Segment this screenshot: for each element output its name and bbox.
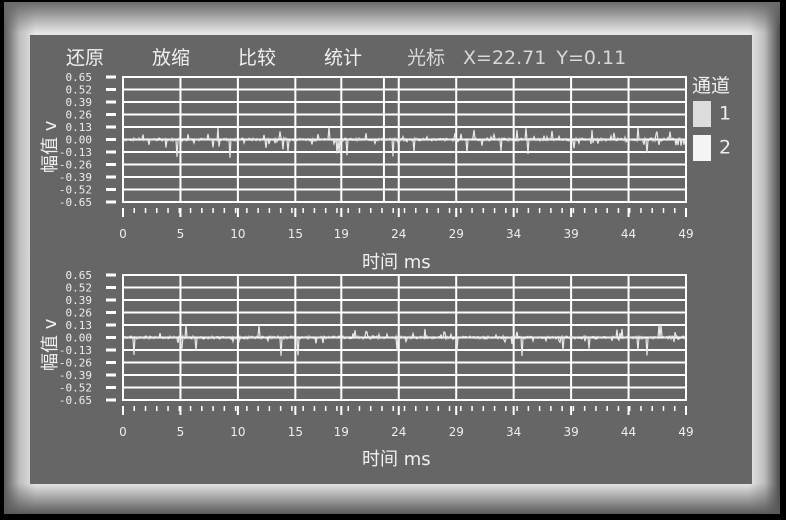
chart2-ytick-label: -0.13 <box>59 344 92 357</box>
chart1-ytick <box>106 150 116 154</box>
chart1-xtick-label: 29 <box>449 227 464 241</box>
channel-1-toggle[interactable]: 1 <box>693 101 731 127</box>
channel-2-label: 2 <box>719 136 732 159</box>
chart2-ytick-label: -0.39 <box>59 369 92 382</box>
chart2-ytick <box>106 323 116 327</box>
chart2-ytick-label: 0.13 <box>66 319 93 332</box>
chart2-ytick-label: -0.65 <box>59 394 92 407</box>
chart1-xtick-label: 15 <box>288 227 303 241</box>
chart1-xtick-label: 0 <box>119 227 127 241</box>
chart1-xtick-label: 24 <box>391 227 406 241</box>
chart1-ytick-label: -0.39 <box>59 171 92 184</box>
chart2-ytick-label: -0.26 <box>59 357 92 370</box>
chart1-xtick-label: 49 <box>678 227 693 241</box>
chart2-xtick-label: 5 <box>177 425 185 439</box>
chart1-ytick-label: 0.26 <box>66 109 93 122</box>
chart1-ytick-label: -0.65 <box>59 196 92 209</box>
chart1-ytick-label: -0.13 <box>59 146 92 159</box>
chart2-xtick-label: 44 <box>621 425 636 439</box>
chart2-ytick <box>106 398 116 402</box>
chart1-xtick-label: 5 <box>177 227 185 241</box>
chart2-ytick <box>106 311 116 314</box>
chart2-xtick-label: 0 <box>119 425 127 439</box>
cursor-x: X=22.71 <box>463 47 547 69</box>
chart2-ytick-label: -0.52 <box>59 382 92 395</box>
chart2-xtick-label: 49 <box>678 425 693 439</box>
compare-button[interactable]: 比较 <box>238 47 277 69</box>
chart1-ytick <box>106 188 116 191</box>
chart2-ytick <box>106 373 116 377</box>
restore-button[interactable]: 还原 <box>66 47 105 69</box>
chart2-ytick <box>106 336 116 339</box>
chart2-plot-border <box>122 274 687 401</box>
chart1-ytick-label: -0.52 <box>59 184 92 197</box>
chart2-ytick-label: 0.52 <box>66 282 93 295</box>
oscilloscope-panel: 还原 放缩 比较 统计 光标 X=22.71 Y=0.11 通道 1 2 幅值 v … <box>30 35 752 484</box>
chart1-trace <box>122 126 687 158</box>
chart1-xtick-label: 19 <box>334 227 349 241</box>
channel-2-toggle[interactable]: 2 <box>693 135 731 161</box>
chart1-ytick <box>106 138 116 141</box>
chart2-xtick-label: 19 <box>334 425 349 439</box>
cursor-readout: 光标 X=22.71 Y=0.11 <box>407 43 636 70</box>
chart2-xtick-label: 34 <box>506 425 521 439</box>
chart1-ytick <box>106 175 116 179</box>
chart1-ytick-label: 0.52 <box>66 84 93 97</box>
cursor-y: Y=0.11 <box>556 47 627 69</box>
chart2-xtick-label: 15 <box>288 425 303 439</box>
chart2-ytick <box>106 298 116 302</box>
chart1-ytick <box>106 75 116 79</box>
chart1-ytick <box>106 113 116 116</box>
channel-legend-title: 通道 <box>692 75 731 97</box>
chart1-ytick <box>106 100 116 104</box>
chart1-ytick <box>106 88 116 91</box>
chart2-trace <box>122 324 687 357</box>
chart2-ytick-label: 0.26 <box>66 307 93 320</box>
chart1-xtick-label: 39 <box>563 227 578 241</box>
chart1-ytick-label: 0.65 <box>66 71 93 84</box>
chart2-xtick-label: 29 <box>449 425 464 439</box>
chart2-xlabel: 时间 ms <box>362 449 431 470</box>
chart1-ytick-label: 0.39 <box>66 96 93 109</box>
channel-1-swatch <box>693 101 711 127</box>
chart1-ytick <box>106 163 116 166</box>
chart1-xtick-label: 44 <box>621 227 636 241</box>
chart2-ytick <box>106 273 116 277</box>
chart2-ytick <box>106 348 116 352</box>
chart2-ytick <box>106 386 116 389</box>
channel-1-label: 1 <box>719 102 732 125</box>
chart1-ytick-label: 0.13 <box>66 121 93 134</box>
chart2-ytick <box>106 361 116 364</box>
chart2-ytick <box>106 286 116 289</box>
chart2-ytick-label: 0.39 <box>66 294 93 307</box>
chart1-xlabel: 时间 ms <box>362 252 431 273</box>
chart1-xtick-label: 34 <box>506 227 521 241</box>
zoom-button[interactable]: 放缩 <box>152 47 191 69</box>
chart1-ytick <box>106 200 116 204</box>
chart1-plot-border <box>122 76 687 203</box>
chart2-ytick-label: 0.00 <box>66 332 93 345</box>
statistics-button[interactable]: 统计 <box>324 47 363 69</box>
cursor-button[interactable]: 光标 <box>407 47 446 69</box>
chart2-ytick-label: 0.65 <box>66 269 93 282</box>
chart2-xtick-label: 10 <box>230 425 245 439</box>
charts-svg[interactable]: 0.650.520.390.260.130.00-0.13-0.26-0.39-… <box>30 35 752 484</box>
chart2-xtick-label: 39 <box>563 425 578 439</box>
chart1-ytick-label: -0.26 <box>59 159 92 172</box>
chart2-xtick-label: 24 <box>391 425 406 439</box>
chart1-ytick <box>106 125 116 129</box>
channel-2-swatch <box>693 135 711 161</box>
chart1-ytick-label: 0.00 <box>66 134 93 147</box>
chart1-xtick-label: 10 <box>230 227 245 241</box>
